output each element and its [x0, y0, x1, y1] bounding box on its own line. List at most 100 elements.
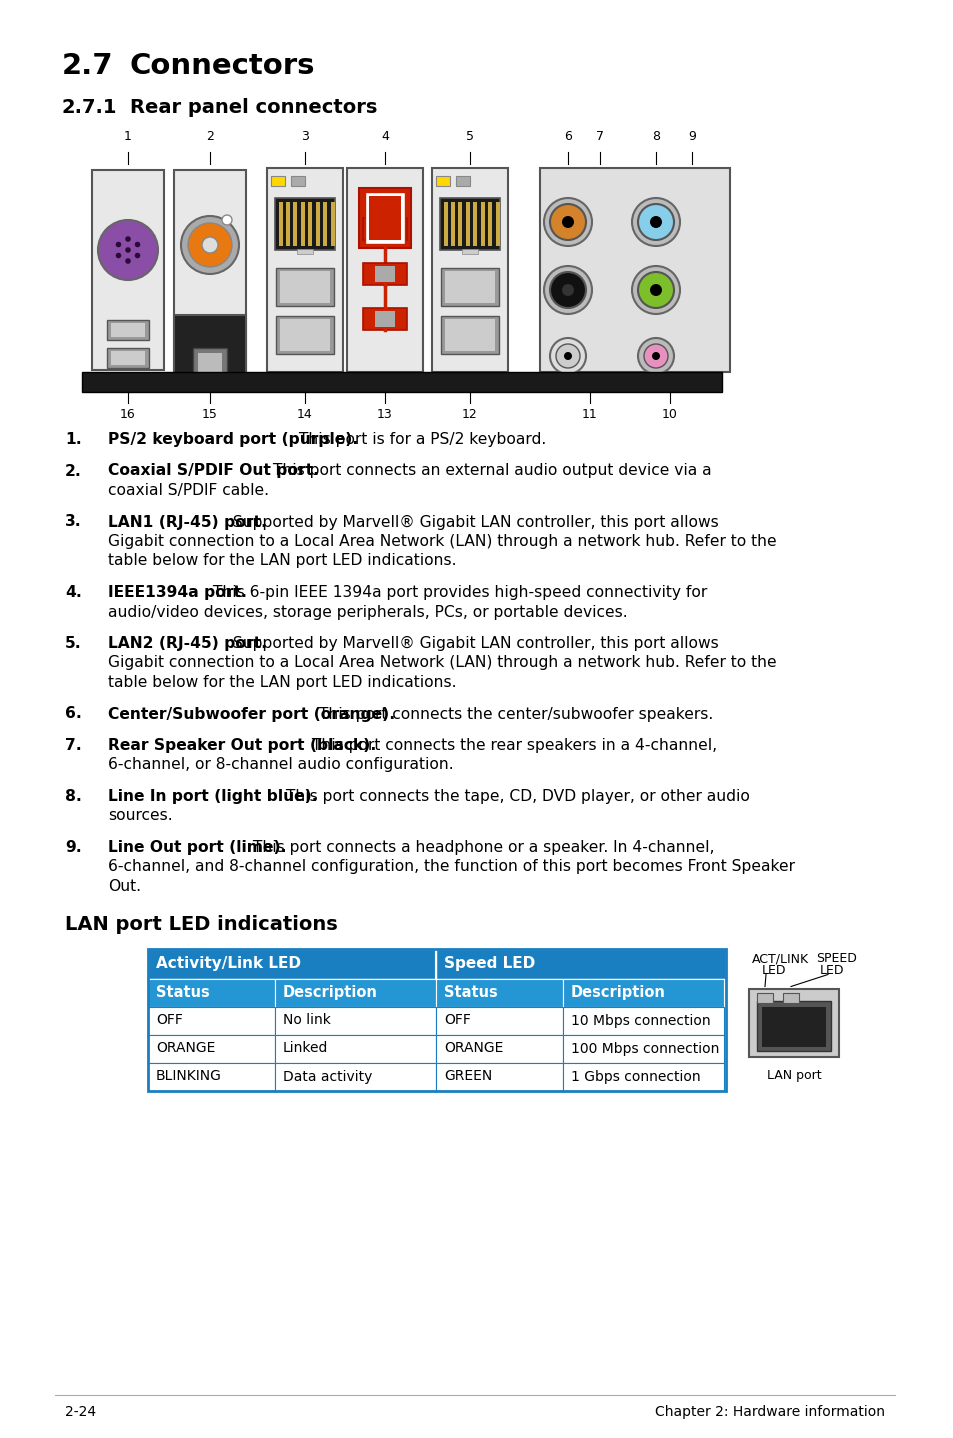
Circle shape: [125, 247, 131, 253]
Bar: [291, 175, 305, 186]
Bar: [107, 348, 149, 368]
Bar: [296, 249, 313, 255]
Circle shape: [543, 198, 592, 246]
Text: Gigabit connection to a Local Area Network (LAN) through a network hub. Refer to: Gigabit connection to a Local Area Netwo…: [108, 533, 776, 549]
Bar: [436, 1063, 562, 1090]
Text: Out.: Out.: [108, 879, 141, 894]
Bar: [91, 170, 164, 370]
Circle shape: [561, 283, 574, 296]
Bar: [301, 201, 305, 246]
Bar: [465, 201, 470, 246]
Text: This port connects an external audio output device via a: This port connects an external audio out…: [268, 463, 711, 479]
Bar: [782, 992, 799, 1002]
Text: 2.: 2.: [65, 463, 82, 479]
Text: table below for the LAN port LED indications.: table below for the LAN port LED indicat…: [108, 674, 456, 690]
Bar: [443, 201, 448, 246]
Text: 7.: 7.: [65, 738, 82, 754]
Bar: [193, 348, 227, 380]
Bar: [444, 270, 495, 303]
Circle shape: [115, 242, 121, 247]
Circle shape: [134, 253, 140, 259]
Text: PS/2 keyboard port (purple).: PS/2 keyboard port (purple).: [108, 431, 358, 447]
Circle shape: [563, 352, 572, 360]
Bar: [757, 992, 772, 1002]
Text: Speed LED: Speed LED: [443, 956, 535, 971]
Bar: [280, 270, 330, 303]
Text: This port connects the center/subwoofer speakers.: This port connects the center/subwoofer …: [314, 706, 713, 722]
Text: 8: 8: [651, 129, 659, 142]
Bar: [148, 978, 274, 1007]
Circle shape: [181, 216, 239, 275]
Bar: [436, 1034, 562, 1063]
Text: 12: 12: [461, 408, 477, 421]
Bar: [488, 201, 492, 246]
Text: coaxial S/PDIF cable.: coaxial S/PDIF cable.: [108, 483, 269, 498]
Circle shape: [638, 338, 673, 374]
Text: LED: LED: [761, 963, 785, 976]
Text: 7: 7: [596, 129, 603, 142]
Text: Coaxial S/PDIF Out port.: Coaxial S/PDIF Out port.: [108, 463, 319, 479]
Bar: [315, 201, 319, 246]
Bar: [274, 978, 436, 1007]
Bar: [148, 949, 436, 978]
Bar: [148, 1063, 274, 1090]
Text: 6-channel, and 8-channel configuration, the function of this port becomes Front : 6-channel, and 8-channel configuration, …: [108, 860, 794, 874]
Text: Center/Subwoofer port (orange).: Center/Subwoofer port (orange).: [108, 706, 395, 722]
Text: This port connects a headphone or a speaker. In 4-channel,: This port connects a headphone or a spea…: [248, 840, 714, 856]
Bar: [365, 193, 405, 244]
Bar: [440, 316, 498, 354]
Text: 5: 5: [465, 129, 474, 142]
Bar: [375, 311, 395, 326]
Bar: [148, 1007, 274, 1034]
Circle shape: [550, 338, 585, 374]
Bar: [461, 249, 477, 255]
Bar: [274, 1007, 436, 1034]
Bar: [293, 201, 296, 246]
Text: This port connects the tape, CD, DVD player, or other audio: This port connects the tape, CD, DVD pla…: [280, 789, 749, 804]
Text: Linked: Linked: [283, 1041, 328, 1055]
Text: This port connects the rear speakers in a 4-channel,: This port connects the rear speakers in …: [307, 738, 717, 754]
Text: 4.: 4.: [65, 585, 82, 600]
Bar: [457, 201, 461, 246]
Text: 14: 14: [296, 408, 313, 421]
Text: sources.: sources.: [108, 808, 172, 824]
Text: Supported by Marvell® Gigabit LAN controller, this port allows: Supported by Marvell® Gigabit LAN contro…: [228, 636, 718, 651]
Bar: [308, 201, 312, 246]
Text: Connectors: Connectors: [130, 52, 315, 81]
Bar: [148, 1034, 274, 1063]
Bar: [275, 316, 334, 354]
Circle shape: [125, 259, 131, 263]
Bar: [275, 267, 334, 306]
Circle shape: [643, 344, 667, 368]
Circle shape: [556, 344, 579, 368]
Text: Supported by Marvell® Gigabit LAN controller, this port allows: Supported by Marvell® Gigabit LAN contro…: [228, 515, 718, 529]
Circle shape: [125, 236, 131, 242]
Bar: [436, 1007, 562, 1034]
Bar: [278, 201, 283, 246]
Text: No link: No link: [283, 1014, 331, 1028]
Text: 10 Mbps connection: 10 Mbps connection: [571, 1014, 710, 1028]
Bar: [274, 198, 335, 250]
Bar: [444, 319, 495, 351]
Bar: [82, 372, 721, 393]
Text: GREEN: GREEN: [443, 1070, 492, 1083]
Bar: [173, 315, 246, 390]
Text: This 6-pin IEEE 1394a port provides high-speed connectivity for: This 6-pin IEEE 1394a port provides high…: [208, 585, 706, 600]
Circle shape: [638, 204, 673, 240]
Text: LED: LED: [820, 963, 843, 976]
Circle shape: [649, 216, 661, 229]
Text: Rear panel connectors: Rear panel connectors: [130, 98, 377, 116]
Circle shape: [98, 220, 158, 280]
Text: Status: Status: [156, 985, 210, 999]
Text: Data activity: Data activity: [283, 1070, 372, 1083]
Circle shape: [543, 266, 592, 313]
Text: 9.: 9.: [65, 840, 82, 856]
Text: 2: 2: [206, 129, 213, 142]
Text: LAN2 (RJ-45) port.: LAN2 (RJ-45) port.: [108, 636, 267, 651]
Text: IEEE1394a port.: IEEE1394a port.: [108, 585, 247, 600]
Text: LAN1 (RJ-45) port.: LAN1 (RJ-45) port.: [108, 515, 267, 529]
Text: Status: Status: [443, 985, 497, 999]
Bar: [271, 175, 285, 186]
Text: ACT/LINK: ACT/LINK: [751, 952, 808, 965]
Text: ORANGE: ORANGE: [156, 1041, 215, 1055]
